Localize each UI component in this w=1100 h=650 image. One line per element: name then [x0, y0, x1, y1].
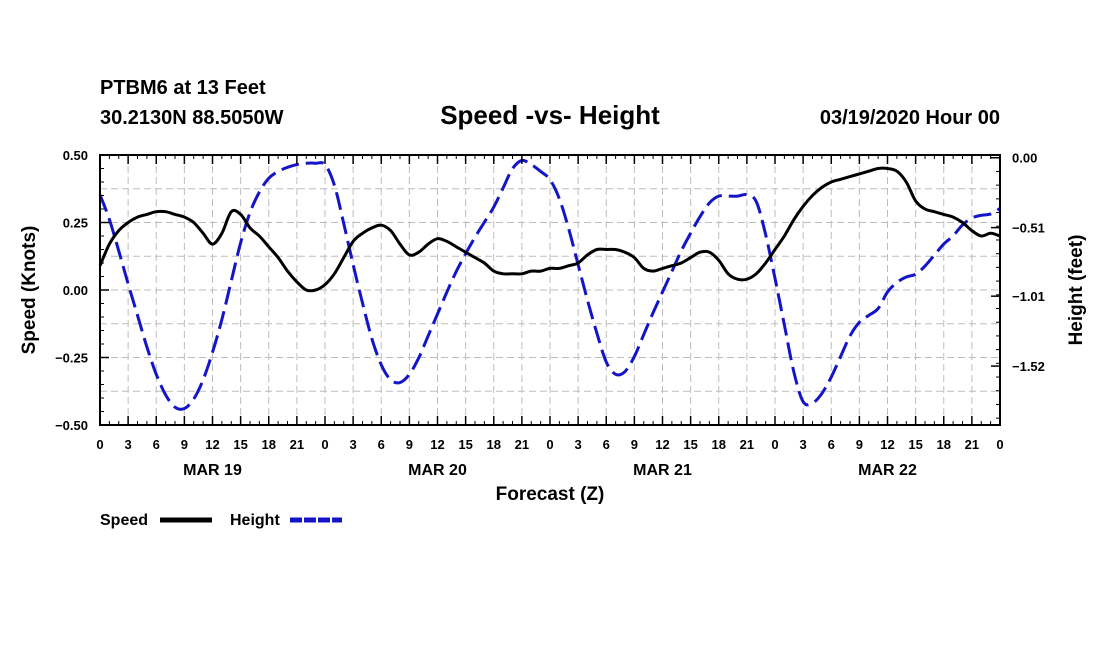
x-tick-label: 15: [683, 437, 697, 452]
x-tick-label: 12: [430, 437, 444, 452]
x-tick-label: 0: [321, 437, 328, 452]
y2-tick-label: −1.01: [1012, 289, 1045, 304]
y-tick-label: 0.00: [63, 283, 88, 298]
x-tick-label: 18: [487, 437, 501, 452]
grid-lines: [100, 155, 1000, 425]
x-tick-label: 9: [406, 437, 413, 452]
x-tick-label: 15: [233, 437, 247, 452]
day-label: MAR 19: [183, 462, 242, 479]
x-tick-label: 15: [908, 437, 922, 452]
speed-series-line: [98, 166, 1001, 293]
y-tick-label: 0.25: [63, 216, 88, 231]
y-tick-label: 0.50: [63, 148, 88, 163]
x-axis-title: Forecast (Z): [496, 484, 605, 505]
x-tick-label: 18: [712, 437, 726, 452]
x-tick-label: 9: [856, 437, 863, 452]
run-time-label: 03/19/2020 Hour 00: [820, 107, 1000, 129]
y2-tick-label: −1.52: [1012, 359, 1045, 374]
x-tick-label: 9: [631, 437, 638, 452]
x-tick-label: 3: [125, 437, 132, 452]
chart-title: Speed -vs- Height: [440, 100, 660, 130]
x-tick-label: 18: [262, 437, 276, 452]
legend-height-label: Height: [230, 512, 280, 529]
x-tick-label: 3: [575, 437, 582, 452]
x-tick-label: 6: [153, 437, 160, 452]
x-tick-label: 21: [515, 437, 529, 452]
x-tick-label: 6: [603, 437, 610, 452]
x-tick-label: 3: [800, 437, 807, 452]
height-series-line: [98, 158, 1001, 411]
x-tick-label: 6: [378, 437, 385, 452]
day-label: MAR 22: [858, 462, 917, 479]
day-label: MAR 20: [408, 462, 467, 479]
x-tick-label: 0: [996, 437, 1003, 452]
x-tick-label: 18: [937, 437, 951, 452]
x-tick-label: 21: [740, 437, 754, 452]
x-tick-label: 6: [828, 437, 835, 452]
x-tick-label: 21: [290, 437, 304, 452]
x-tick-label: 3: [350, 437, 357, 452]
x-tick-label: 21: [965, 437, 979, 452]
x-tick-label: 12: [880, 437, 894, 452]
x-tick-label: 0: [546, 437, 553, 452]
coordinates-label: 30.2130N 88.5050W: [100, 107, 284, 129]
x-tick-label: 15: [458, 437, 472, 452]
y-axis-title: Speed (Knots): [19, 226, 40, 355]
station-label: PTBM6 at 13 Feet: [100, 77, 266, 99]
day-label: MAR 21: [633, 462, 692, 479]
y-tick-label: −0.50: [55, 418, 88, 433]
x-tick-label: 0: [96, 437, 103, 452]
legend: Speed Height: [100, 512, 342, 529]
axis-ticks: [99, 154, 1001, 426]
series-lines: [98, 158, 1001, 411]
y2-tick-label: 0.00: [1012, 151, 1037, 166]
x-tick-label: 12: [655, 437, 669, 452]
x-tick-label: 9: [181, 437, 188, 452]
y2-tick-label: −0.51: [1012, 221, 1045, 236]
legend-speed-label: Speed: [100, 512, 148, 529]
y2-axis-title: Height (feet): [1066, 235, 1087, 346]
axis-labels: 0 3 6 9 12 15 18 21 0 3 6 9 12 15 18 21 0 3 6 9 12 15 18 21 0 3 6 9…: [55, 148, 1045, 479]
x-tick-label: 12: [205, 437, 219, 452]
x-tick-label: 0: [771, 437, 778, 452]
y-tick-label: −0.25: [55, 351, 88, 366]
